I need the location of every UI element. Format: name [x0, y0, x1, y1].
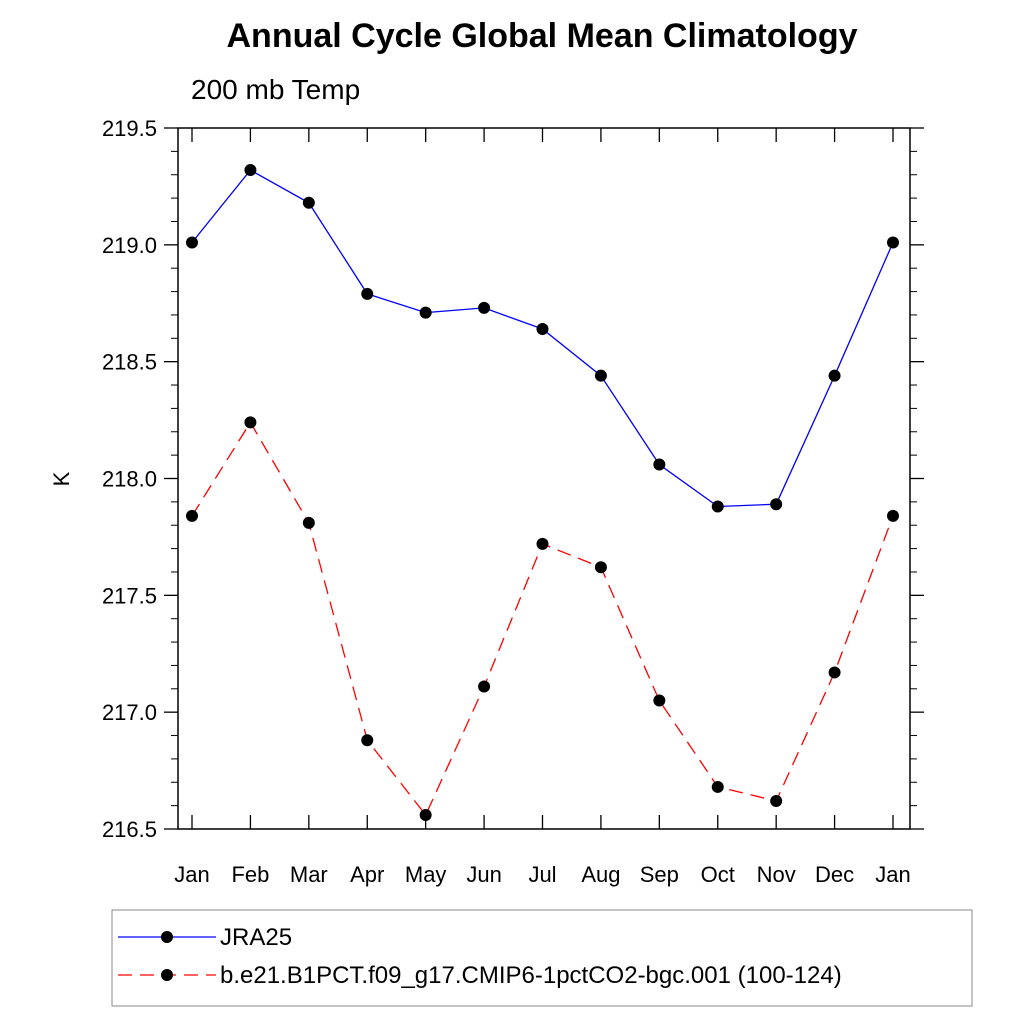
data-point — [770, 794, 783, 807]
y-tick-label: 218.0 — [102, 467, 157, 492]
data-point — [828, 666, 841, 679]
series-lines — [191, 169, 894, 817]
data-point — [594, 561, 607, 574]
data-point — [653, 694, 666, 707]
data-point — [244, 416, 257, 429]
data-point — [186, 236, 198, 249]
data-point — [536, 322, 549, 335]
plot-frame — [177, 127, 911, 830]
data-point — [828, 369, 841, 382]
data-point — [478, 680, 491, 693]
x-tick-label: Aug — [581, 862, 620, 887]
data-point — [419, 306, 432, 319]
x-tick-label: Dec — [815, 862, 854, 887]
x-tick-label: Apr — [350, 862, 384, 887]
axis-tick-labels: Jan Feb Mar Apr May Jun Jul Aug Sep Oct Nov Dec Jan 2… — [102, 116, 911, 887]
data-point — [594, 369, 607, 382]
data-point — [361, 287, 374, 300]
series-line-0 — [191, 169, 894, 508]
data-point — [186, 509, 198, 522]
series-markers — [186, 164, 899, 821]
data-point — [887, 236, 899, 249]
legend-label-1: b.e21.B1PCT.f09_g17.CMIP6-1pctCO2-bgc.00… — [220, 962, 842, 989]
y-tick-label: 217.5 — [102, 583, 157, 608]
y-tick-label: 217.0 — [102, 700, 157, 725]
x-tick-label: Oct — [701, 862, 735, 887]
legend-label-0: JRA25 — [220, 924, 292, 951]
data-point — [536, 537, 549, 550]
data-point — [244, 164, 257, 177]
data-point — [361, 734, 374, 747]
data-point — [478, 301, 491, 314]
data-point — [419, 808, 432, 821]
legend-box — [111, 909, 973, 1007]
x-tick-label: Mar — [290, 862, 328, 887]
x-tick-label: Jul — [528, 862, 556, 887]
data-point — [302, 196, 315, 209]
y-tick-label: 218.5 — [102, 350, 157, 375]
y-tick-label: 219.0 — [102, 233, 157, 258]
legend-marker-1 — [161, 969, 173, 981]
x-tick-label: Jan — [875, 862, 910, 887]
legend-marker-0 — [161, 931, 173, 943]
x-tick-label: Feb — [231, 862, 269, 887]
y-tick-label: 219.5 — [102, 116, 157, 141]
legend: JRA25 b.e21.B1PCT.f09_g17.CMIP6-1pctCO2-b… — [118, 924, 842, 989]
series-line-1 — [191, 421, 894, 817]
x-tick-label: Nov — [757, 862, 796, 887]
data-point — [711, 780, 724, 793]
data-point — [653, 458, 666, 471]
data-point — [770, 498, 783, 511]
x-tick-label: Jun — [466, 862, 501, 887]
x-tick-label: Jan — [174, 862, 209, 887]
x-tick-label: May — [405, 862, 447, 887]
data-point — [302, 516, 315, 529]
chart-subtitle: 200 mb Temp — [191, 74, 360, 105]
x-tick-label: Sep — [640, 862, 679, 887]
axis-ticks — [164, 127, 924, 830]
chart-title: Annual Cycle Global Mean Climatology — [227, 17, 858, 55]
data-point — [887, 509, 899, 522]
data-point — [711, 500, 724, 513]
y-tick-label: 216.5 — [102, 817, 157, 842]
y-axis-label: K — [49, 471, 74, 486]
